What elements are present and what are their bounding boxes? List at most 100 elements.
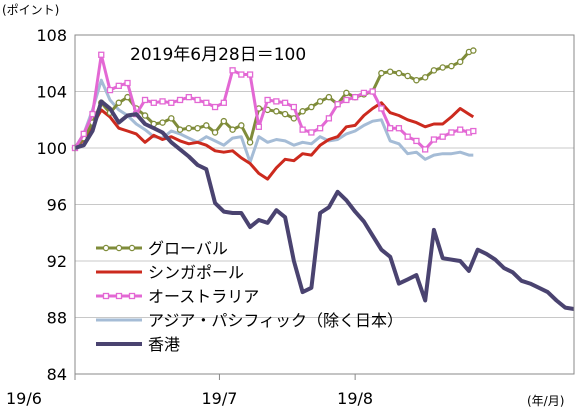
data-point	[378, 69, 385, 77]
data-point	[430, 67, 438, 74]
legend-item: アジア・パシフィック（除く日本）	[96, 311, 403, 330]
data-point	[422, 146, 429, 153]
data-point	[159, 119, 166, 126]
data-point	[404, 72, 411, 80]
data-point	[159, 98, 166, 105]
series-1	[73, 101, 475, 181]
data-point	[413, 137, 420, 145]
data-point	[124, 93, 131, 101]
data-point	[194, 124, 201, 132]
x-axis-unit-label: (年/月)	[527, 394, 564, 408]
legend-label: シンガポール	[148, 263, 244, 282]
data-point	[273, 108, 280, 115]
chart-annotation: 2019年6月28日＝100	[130, 45, 306, 65]
legend-label: オーストラリア	[148, 287, 259, 306]
data-point	[273, 98, 280, 105]
x-tick-labels: 19/6 19/7 19/8	[6, 389, 373, 408]
legend-item: 香港	[96, 335, 180, 354]
data-point	[98, 51, 105, 58]
data-point	[448, 62, 455, 70]
data-point	[246, 71, 254, 78]
data-point	[448, 129, 455, 136]
legend-item: シンガポール	[96, 263, 244, 282]
data-point	[343, 96, 350, 104]
data-point	[203, 122, 210, 129]
data-point	[395, 125, 403, 132]
data-point	[457, 126, 464, 133]
y-tick-label: 84	[47, 365, 67, 384]
data-point	[334, 101, 341, 108]
data-point	[299, 108, 306, 115]
data-point	[281, 99, 289, 106]
data-point	[89, 110, 96, 118]
data-point	[185, 94, 192, 101]
data-point	[255, 123, 262, 130]
y-tick-label: 108	[36, 26, 67, 45]
data-point	[290, 103, 298, 111]
data-point	[141, 112, 149, 119]
legend-item: グローバル	[96, 239, 228, 258]
y-tick-label: 104	[36, 83, 67, 102]
data-point	[316, 98, 324, 105]
data-point	[430, 136, 438, 143]
x-tick-label: 19/7	[201, 389, 237, 408]
grid-lines	[74, 91, 574, 380]
plot-area-frame	[74, 34, 575, 375]
series-2	[71, 51, 477, 153]
data-point	[246, 139, 254, 146]
data-point	[369, 88, 376, 95]
data-point	[470, 47, 477, 54]
data-point	[80, 130, 87, 138]
data-point	[150, 99, 157, 106]
data-point	[185, 124, 193, 132]
x-tick-label: 19/6	[6, 389, 42, 408]
data-point	[308, 103, 315, 111]
x-tick-label: 19/8	[337, 389, 373, 408]
data-point	[325, 115, 333, 122]
series-line	[73, 101, 475, 181]
y-tick-label: 92	[47, 252, 67, 271]
data-point	[220, 99, 227, 106]
data-point	[238, 122, 245, 129]
data-point	[211, 129, 219, 136]
y-tick-label: 96	[47, 196, 67, 215]
data-point	[203, 99, 210, 106]
data-point	[470, 127, 477, 135]
y-tick-label: 100	[36, 139, 67, 158]
data-point	[325, 93, 333, 101]
data-point	[413, 76, 420, 84]
data-point	[141, 96, 149, 104]
series-3	[73, 78, 474, 164]
data-point	[124, 79, 131, 87]
data-point	[290, 115, 298, 122]
data-point	[439, 64, 446, 71]
series-line	[74, 99, 575, 311]
data-point	[308, 129, 315, 136]
data-point	[264, 96, 271, 104]
y-axis-label: (ポイント)	[2, 3, 59, 17]
data-point	[404, 133, 411, 140]
data-point	[229, 126, 236, 133]
data-point	[316, 125, 324, 132]
data-point	[238, 71, 245, 78]
series-4	[74, 99, 575, 311]
data-point	[343, 89, 350, 97]
data-point	[115, 82, 122, 89]
data-point	[395, 69, 403, 77]
data-point	[176, 126, 184, 133]
series-line	[73, 78, 474, 164]
data-point	[115, 99, 123, 107]
data-point	[168, 99, 175, 106]
data-point	[360, 89, 368, 97]
data-point	[176, 96, 184, 104]
data-point	[229, 67, 236, 74]
legend-label: 香港	[148, 335, 180, 354]
data-point	[168, 115, 175, 122]
y-tick-labels: 84 88 92 96 100 104 108	[36, 26, 67, 384]
legend-item: オーストラリア	[96, 287, 259, 306]
legend-label: アジア・パシフィック（除く日本）	[148, 311, 403, 330]
data-point	[387, 125, 394, 132]
series-lines	[71, 47, 575, 311]
data-point	[439, 133, 446, 140]
